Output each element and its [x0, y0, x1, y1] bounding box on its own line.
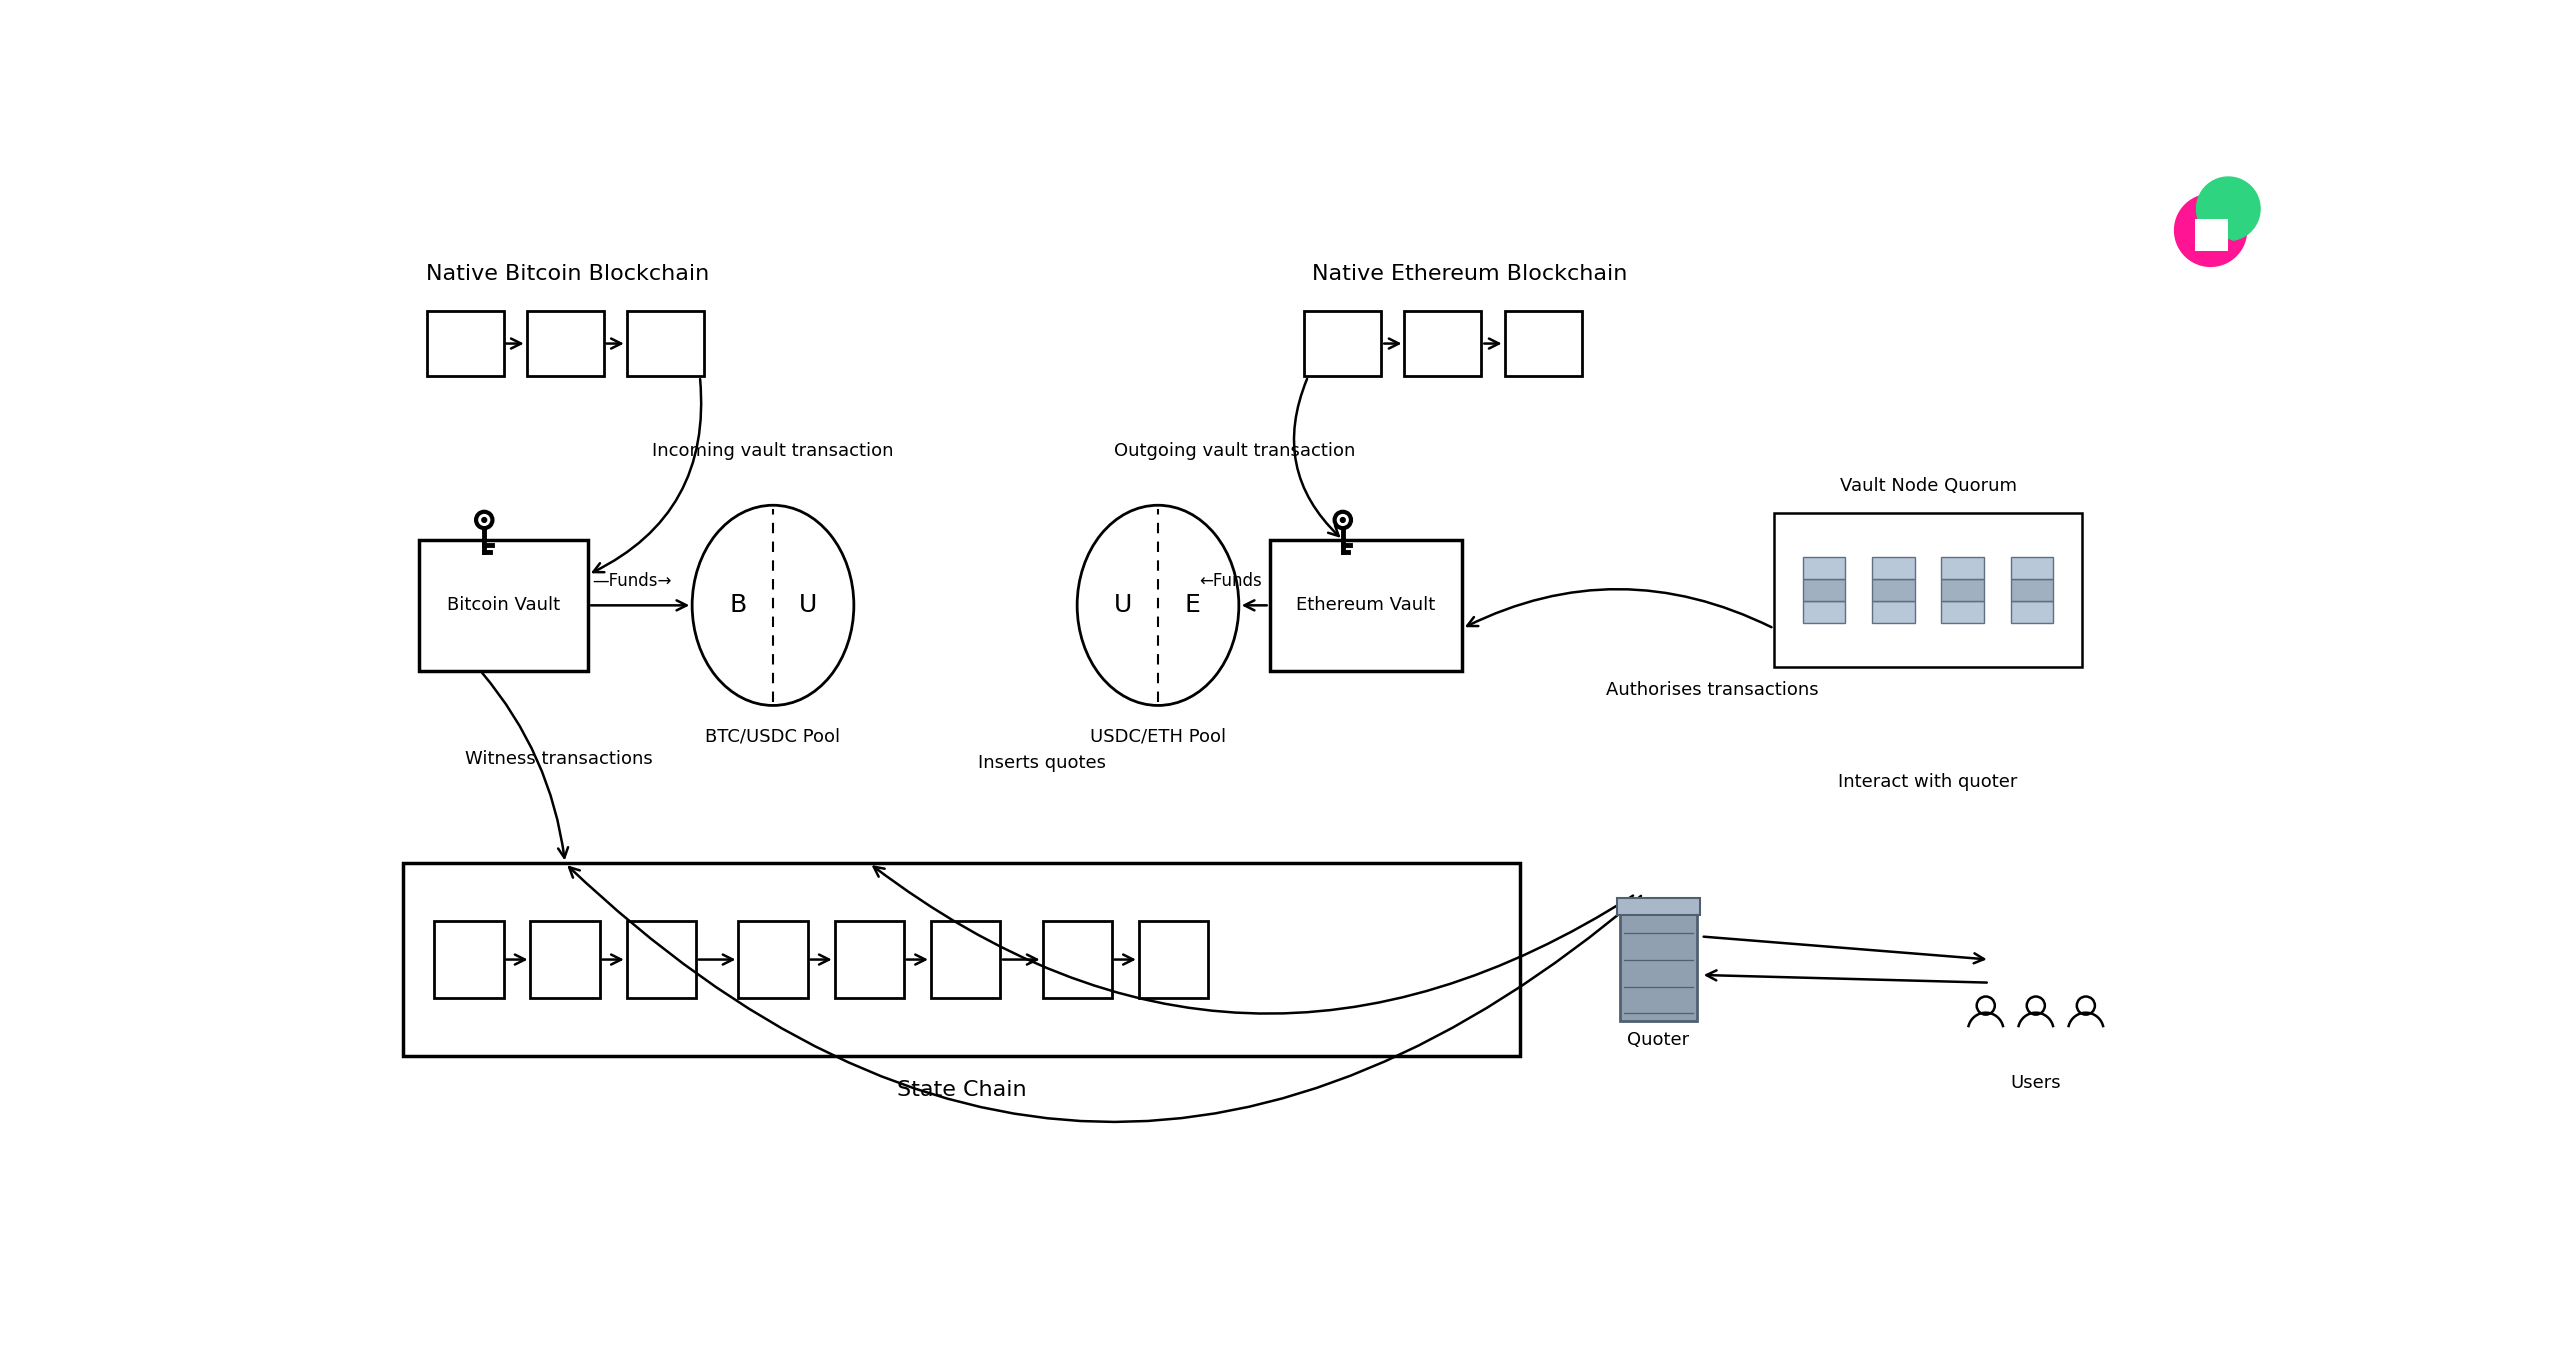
FancyBboxPatch shape — [527, 310, 604, 377]
Ellipse shape — [691, 505, 855, 706]
FancyBboxPatch shape — [737, 921, 806, 999]
Text: Ethereum Vault: Ethereum Vault — [1295, 596, 1436, 614]
Text: BTC/USDC Pool: BTC/USDC Pool — [707, 728, 840, 745]
FancyBboxPatch shape — [1940, 557, 1984, 579]
FancyBboxPatch shape — [1303, 310, 1382, 377]
Text: U: U — [1114, 593, 1132, 618]
FancyBboxPatch shape — [835, 921, 904, 999]
FancyBboxPatch shape — [1618, 898, 1700, 915]
Text: ←Funds: ←Funds — [1198, 572, 1262, 589]
Text: Native Ethereum Blockchain: Native Ethereum Blockchain — [1313, 264, 1628, 285]
Polygon shape — [2196, 178, 2260, 240]
FancyBboxPatch shape — [1774, 514, 2081, 667]
Circle shape — [481, 518, 486, 522]
FancyBboxPatch shape — [420, 539, 589, 671]
Text: Quoter: Quoter — [1628, 1031, 1690, 1049]
FancyBboxPatch shape — [1802, 600, 1846, 623]
FancyBboxPatch shape — [435, 921, 504, 999]
FancyBboxPatch shape — [404, 863, 1521, 1056]
Circle shape — [1341, 518, 1344, 522]
FancyBboxPatch shape — [1802, 557, 1846, 579]
Text: Vault Node Quorum: Vault Node Quorum — [1841, 477, 2017, 495]
FancyBboxPatch shape — [932, 921, 1001, 999]
FancyBboxPatch shape — [1505, 310, 1582, 377]
Text: USDC/ETH Pool: USDC/ETH Pool — [1091, 728, 1226, 745]
Text: U: U — [799, 593, 817, 618]
FancyBboxPatch shape — [627, 310, 704, 377]
FancyBboxPatch shape — [2010, 579, 2053, 600]
FancyBboxPatch shape — [1270, 539, 1462, 671]
FancyBboxPatch shape — [1871, 579, 1915, 600]
Polygon shape — [2173, 195, 2248, 267]
FancyBboxPatch shape — [428, 310, 504, 377]
Text: State Chain: State Chain — [896, 1080, 1027, 1100]
Text: E: E — [1185, 593, 1201, 618]
Text: Bitcoin Vault: Bitcoin Vault — [448, 596, 561, 614]
Text: B: B — [730, 593, 748, 618]
FancyBboxPatch shape — [1802, 579, 1846, 600]
FancyBboxPatch shape — [1042, 921, 1111, 999]
FancyBboxPatch shape — [530, 921, 599, 999]
FancyBboxPatch shape — [1940, 579, 1984, 600]
Text: Outgoing vault transaction: Outgoing vault transaction — [1114, 442, 1357, 461]
FancyBboxPatch shape — [627, 921, 696, 999]
FancyBboxPatch shape — [1405, 310, 1482, 377]
FancyBboxPatch shape — [1871, 557, 1915, 579]
FancyBboxPatch shape — [1940, 600, 1984, 623]
Text: Interact with quoter: Interact with quoter — [1838, 774, 2017, 791]
FancyBboxPatch shape — [1139, 921, 1208, 999]
Text: Users: Users — [2010, 1073, 2061, 1092]
Text: Inserts quotes: Inserts quotes — [978, 755, 1106, 772]
Text: Incoming vault transaction: Incoming vault transaction — [653, 442, 893, 461]
FancyBboxPatch shape — [1871, 600, 1915, 623]
FancyBboxPatch shape — [1620, 898, 1697, 1022]
FancyBboxPatch shape — [2010, 600, 2053, 623]
FancyBboxPatch shape — [2010, 557, 2053, 579]
Text: —Funds→: —Funds→ — [591, 572, 671, 589]
FancyBboxPatch shape — [2194, 218, 2227, 251]
Text: Witness transactions: Witness transactions — [466, 751, 653, 768]
Ellipse shape — [1078, 505, 1239, 706]
Text: Authorises transactions: Authorises transactions — [1605, 682, 1818, 699]
Text: Native Bitcoin Blockchain: Native Bitcoin Blockchain — [428, 264, 709, 285]
